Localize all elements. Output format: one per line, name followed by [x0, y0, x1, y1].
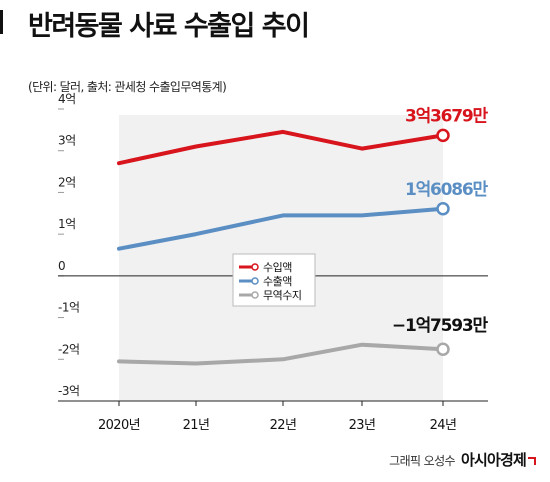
x-tick-label: 2020년: [98, 418, 140, 433]
x-tick-label: 21년: [183, 418, 210, 433]
y-tick-label: -2억: [58, 342, 80, 356]
x-tick-label: 24년: [430, 418, 457, 433]
y-tick-label: 2억: [58, 175, 76, 189]
legend-marker: [251, 263, 259, 271]
y-tick-label: 4억: [58, 92, 76, 106]
series-line: [117, 342, 445, 366]
brand-name: 아시아경제: [460, 451, 527, 469]
y-tick-label: -1억: [58, 301, 80, 315]
series-end-marker: [436, 342, 450, 356]
y-tick-label: -3억: [58, 384, 80, 398]
series-end-label: 1억6086만: [405, 180, 489, 200]
legend-marker: [251, 291, 259, 299]
series-end-marker: [436, 128, 450, 143]
chart-title: 반려동물 사료 수출입 추이: [28, 11, 310, 42]
series-end-label: 3억3679만: [405, 106, 489, 126]
x-tick-label: 22년: [270, 418, 297, 433]
legend-label: 수출액: [263, 275, 292, 288]
series-line: [117, 129, 445, 166]
legend-marker: [251, 277, 259, 285]
series-line: [117, 206, 445, 251]
credit-text: 그래픽 오성수: [389, 454, 455, 468]
legend-label: 무역수지: [263, 289, 301, 302]
series-end-marker: [436, 202, 450, 216]
legend-label: 수입액: [263, 261, 292, 274]
series-end-label: −1억7593만: [392, 316, 489, 336]
brand-mark-icon: [528, 457, 536, 465]
brand-logo: 아시아경제: [461, 449, 536, 470]
chart-subtitle: (단위: 달러, 출처: 관세청 수출입무역통계): [28, 80, 227, 94]
y-tick-label: 0: [58, 259, 65, 273]
y-tick-label: 1억: [58, 217, 76, 231]
credit: 그래픽 오성수 아시아경제: [389, 449, 536, 470]
title-accent-bar: [0, 10, 3, 34]
y-tick-label: 3억: [58, 134, 76, 148]
x-tick-label: 23년: [349, 418, 376, 433]
